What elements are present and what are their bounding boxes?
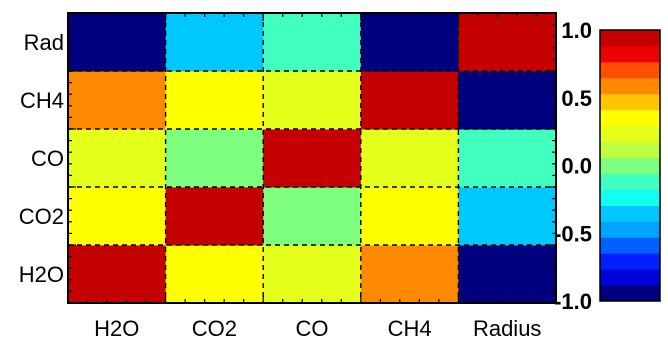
y-tick-label: CO [31, 146, 64, 171]
heatmap-cell-co-co2 [165, 129, 264, 188]
colorbar-segment [600, 30, 660, 47]
x-tick-label: CH4 [388, 316, 432, 341]
heatmap-cell-rad-co [263, 13, 362, 72]
heatmap-cell-h2o-co [263, 245, 362, 304]
heatmap-cell-co-radius [458, 129, 557, 188]
colorbar-segment [600, 253, 660, 270]
y-tick-label: CH4 [20, 88, 64, 113]
heatmap-cell-h2o-co2 [165, 245, 264, 304]
heatmap-cell-ch4-co2 [165, 71, 264, 130]
x-tick-label: CO2 [192, 316, 237, 341]
heatmap-cell-ch4-h2o [68, 71, 167, 130]
heatmap-cell-h2o-radius [458, 245, 557, 304]
heatmap-cell-co2-ch4 [360, 187, 459, 246]
heatmap-cell-rad-h2o [68, 13, 167, 72]
heatmap-cell-co2-radius [458, 187, 557, 246]
plot-ticks [67, 12, 557, 304]
plot-frame [67, 12, 557, 304]
colorbar-segment [600, 61, 660, 79]
y-tick-label: H2O [19, 262, 64, 287]
colorbar-segment [600, 173, 660, 190]
colorbar [599, 29, 661, 302]
colorbar-tick-label: -1.0 [554, 289, 592, 314]
colorbar-segment [600, 125, 660, 143]
colorbar-segment [600, 205, 660, 222]
heatmap-cell-ch4-radius [458, 71, 557, 130]
y-tick-label: CO2 [19, 204, 64, 229]
heatmap-cell-co-ch4 [360, 129, 459, 188]
colorbar-segment [600, 237, 660, 254]
colorbar-segment [600, 109, 660, 127]
heatmap-cell-ch4-ch4 [360, 71, 459, 130]
grid-lines [68, 13, 556, 303]
colorbar-segment [600, 221, 660, 238]
colorbar-frame [599, 29, 661, 302]
heatmap-cell-rad-co2 [165, 13, 264, 72]
colorbar-tick-labels: 1.0 0.5 0.0 -0.5 -1.0 [554, 18, 592, 314]
heatmap-cell-co2-h2o [68, 187, 167, 246]
colorbar-segment [600, 285, 660, 302]
heatmap-cell-co-h2o [68, 129, 167, 188]
colorbar-segment [600, 45, 660, 63]
colorbar-tick-label: -0.5 [554, 221, 592, 246]
colorbar-segment [600, 77, 660, 95]
colorbar-tick-label: 1.0 [561, 18, 592, 43]
y-tick-label: Rad [24, 30, 64, 55]
heatmap-cell-h2o-h2o [68, 245, 167, 304]
x-tick-label: H2O [94, 316, 139, 341]
x-tick-labels: H2O CO2 CO CH4 Radius [94, 316, 541, 341]
colorbar-segment [600, 157, 660, 174]
heatmap-cell-co2-co [263, 187, 362, 246]
y-tick-labels: H2O CO2 CO CH4 Rad [19, 30, 64, 287]
colorbar-tick-label: 0.5 [561, 86, 592, 111]
colorbar-segment [600, 269, 660, 286]
heatmap-cell-rad-ch4 [360, 13, 459, 72]
heatmap-cells [68, 13, 557, 304]
colorbar-segment [600, 141, 660, 159]
heatmap-cell-ch4-co [263, 71, 362, 130]
colorbar-tick-label: 0.0 [561, 154, 592, 179]
heatmap-cell-h2o-ch4 [360, 245, 459, 304]
x-tick-label: Radius [473, 316, 541, 341]
colorbar-segment [600, 93, 660, 111]
colorbar-segment [600, 189, 660, 206]
heatmap-cell-rad-radius [458, 13, 557, 72]
heatmap-cell-co2-co2 [165, 187, 264, 246]
heatmap-cell-co-co [263, 129, 362, 188]
x-tick-label: CO [296, 316, 329, 341]
